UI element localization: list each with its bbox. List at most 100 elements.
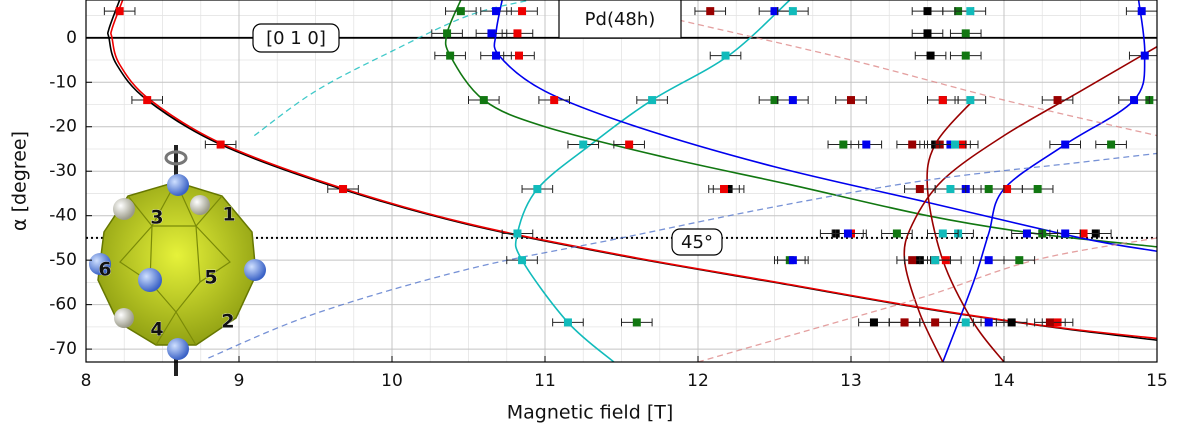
rotation-arrows	[164, 150, 188, 166]
x-tick-label: 10	[381, 371, 403, 391]
data-point	[479, 96, 488, 105]
data-point	[915, 185, 924, 194]
data-point	[892, 229, 901, 238]
data-point	[770, 96, 779, 105]
data-point	[961, 318, 970, 327]
x-tick-label: 13	[840, 371, 862, 391]
inset-label: 1	[222, 204, 235, 226]
data-point	[1061, 140, 1070, 149]
data-point	[839, 140, 848, 149]
atom	[113, 198, 135, 220]
data-point	[648, 96, 657, 105]
x-tick-label: 9	[234, 371, 245, 391]
data-point	[1061, 229, 1070, 238]
data-point	[788, 256, 797, 265]
data-point	[1003, 185, 1012, 194]
data-point	[847, 96, 855, 105]
data-point	[938, 96, 947, 105]
data-point	[961, 51, 970, 60]
x-tick-label: 8	[81, 371, 92, 391]
y-tick-label: -60	[49, 295, 77, 315]
atom	[190, 195, 210, 215]
data-point	[770, 7, 779, 16]
data-point	[984, 318, 993, 327]
y-tick-label: -50	[49, 250, 77, 270]
data-point	[563, 318, 572, 327]
data-point	[926, 51, 935, 60]
data-point	[900, 318, 909, 327]
y-tick-label: -30	[49, 161, 77, 181]
data-point	[1079, 229, 1088, 238]
data-point	[961, 29, 970, 38]
x-tick-label: 14	[993, 371, 1015, 391]
curve	[514, 0, 791, 362]
data-point	[788, 7, 797, 16]
data-point	[625, 140, 634, 149]
y-tick-label: -20	[49, 117, 77, 137]
atom	[114, 308, 134, 328]
material-label: Pd(48h)	[585, 9, 656, 30]
data-point	[966, 7, 975, 16]
curve	[208, 152, 1157, 359]
data-point	[533, 185, 542, 194]
inset-label: 4	[150, 319, 163, 341]
data-point	[492, 51, 501, 60]
data-point	[143, 96, 152, 105]
data-point	[487, 29, 496, 38]
data-point	[456, 7, 465, 16]
curve	[697, 237, 1157, 362]
plot-frame	[85, 0, 1158, 363]
data-point	[843, 229, 852, 238]
data-point	[931, 256, 940, 265]
data-point	[115, 7, 124, 16]
atom	[138, 268, 162, 292]
y-tick-label: -40	[49, 206, 77, 226]
data-point	[908, 256, 917, 265]
y-tick-label: -10	[49, 72, 77, 92]
direction-label: [0 1 0]	[266, 28, 326, 49]
inset-label: 6	[98, 259, 111, 281]
direction-label-box	[252, 23, 340, 53]
atom	[244, 259, 266, 281]
data-point	[862, 140, 871, 149]
data-point	[908, 140, 917, 149]
data-point	[869, 318, 878, 327]
data-point	[1022, 229, 1031, 238]
data-point	[923, 29, 932, 38]
data-point	[1033, 185, 1042, 194]
data-point	[1130, 96, 1139, 105]
points	[103, 7, 1157, 327]
data-point	[632, 318, 641, 327]
data-point	[443, 29, 452, 38]
polyhedron-edges	[119, 180, 231, 346]
data-point	[1137, 7, 1146, 16]
x-axis-label: Magnetic field [T]	[507, 402, 674, 424]
atom	[167, 174, 189, 196]
grid	[85, 0, 1158, 362]
data-point	[984, 185, 993, 194]
data-point	[1140, 51, 1149, 60]
data-point	[923, 7, 932, 16]
data-point	[1007, 318, 1016, 327]
inset	[89, 145, 266, 376]
curve	[942, 0, 1146, 362]
inset-label: 3	[150, 207, 163, 229]
data-point	[984, 256, 993, 265]
data-point	[1015, 256, 1024, 265]
angle-label: 45°	[681, 232, 713, 253]
data-point	[579, 140, 588, 149]
data-point	[518, 256, 527, 265]
inset-label: 5	[204, 267, 217, 289]
x-tick-label: 15	[1146, 371, 1168, 391]
x-tick-label: 11	[534, 371, 556, 391]
data-point	[1107, 140, 1116, 149]
data-point	[706, 7, 715, 16]
data-point	[1045, 318, 1054, 327]
x-tick-label: 12	[687, 371, 709, 391]
data-point	[513, 229, 522, 238]
data-point	[492, 7, 501, 16]
inset-label: 2	[221, 311, 234, 333]
data-point	[513, 29, 522, 38]
data-point	[446, 51, 455, 60]
data-point	[216, 140, 225, 149]
